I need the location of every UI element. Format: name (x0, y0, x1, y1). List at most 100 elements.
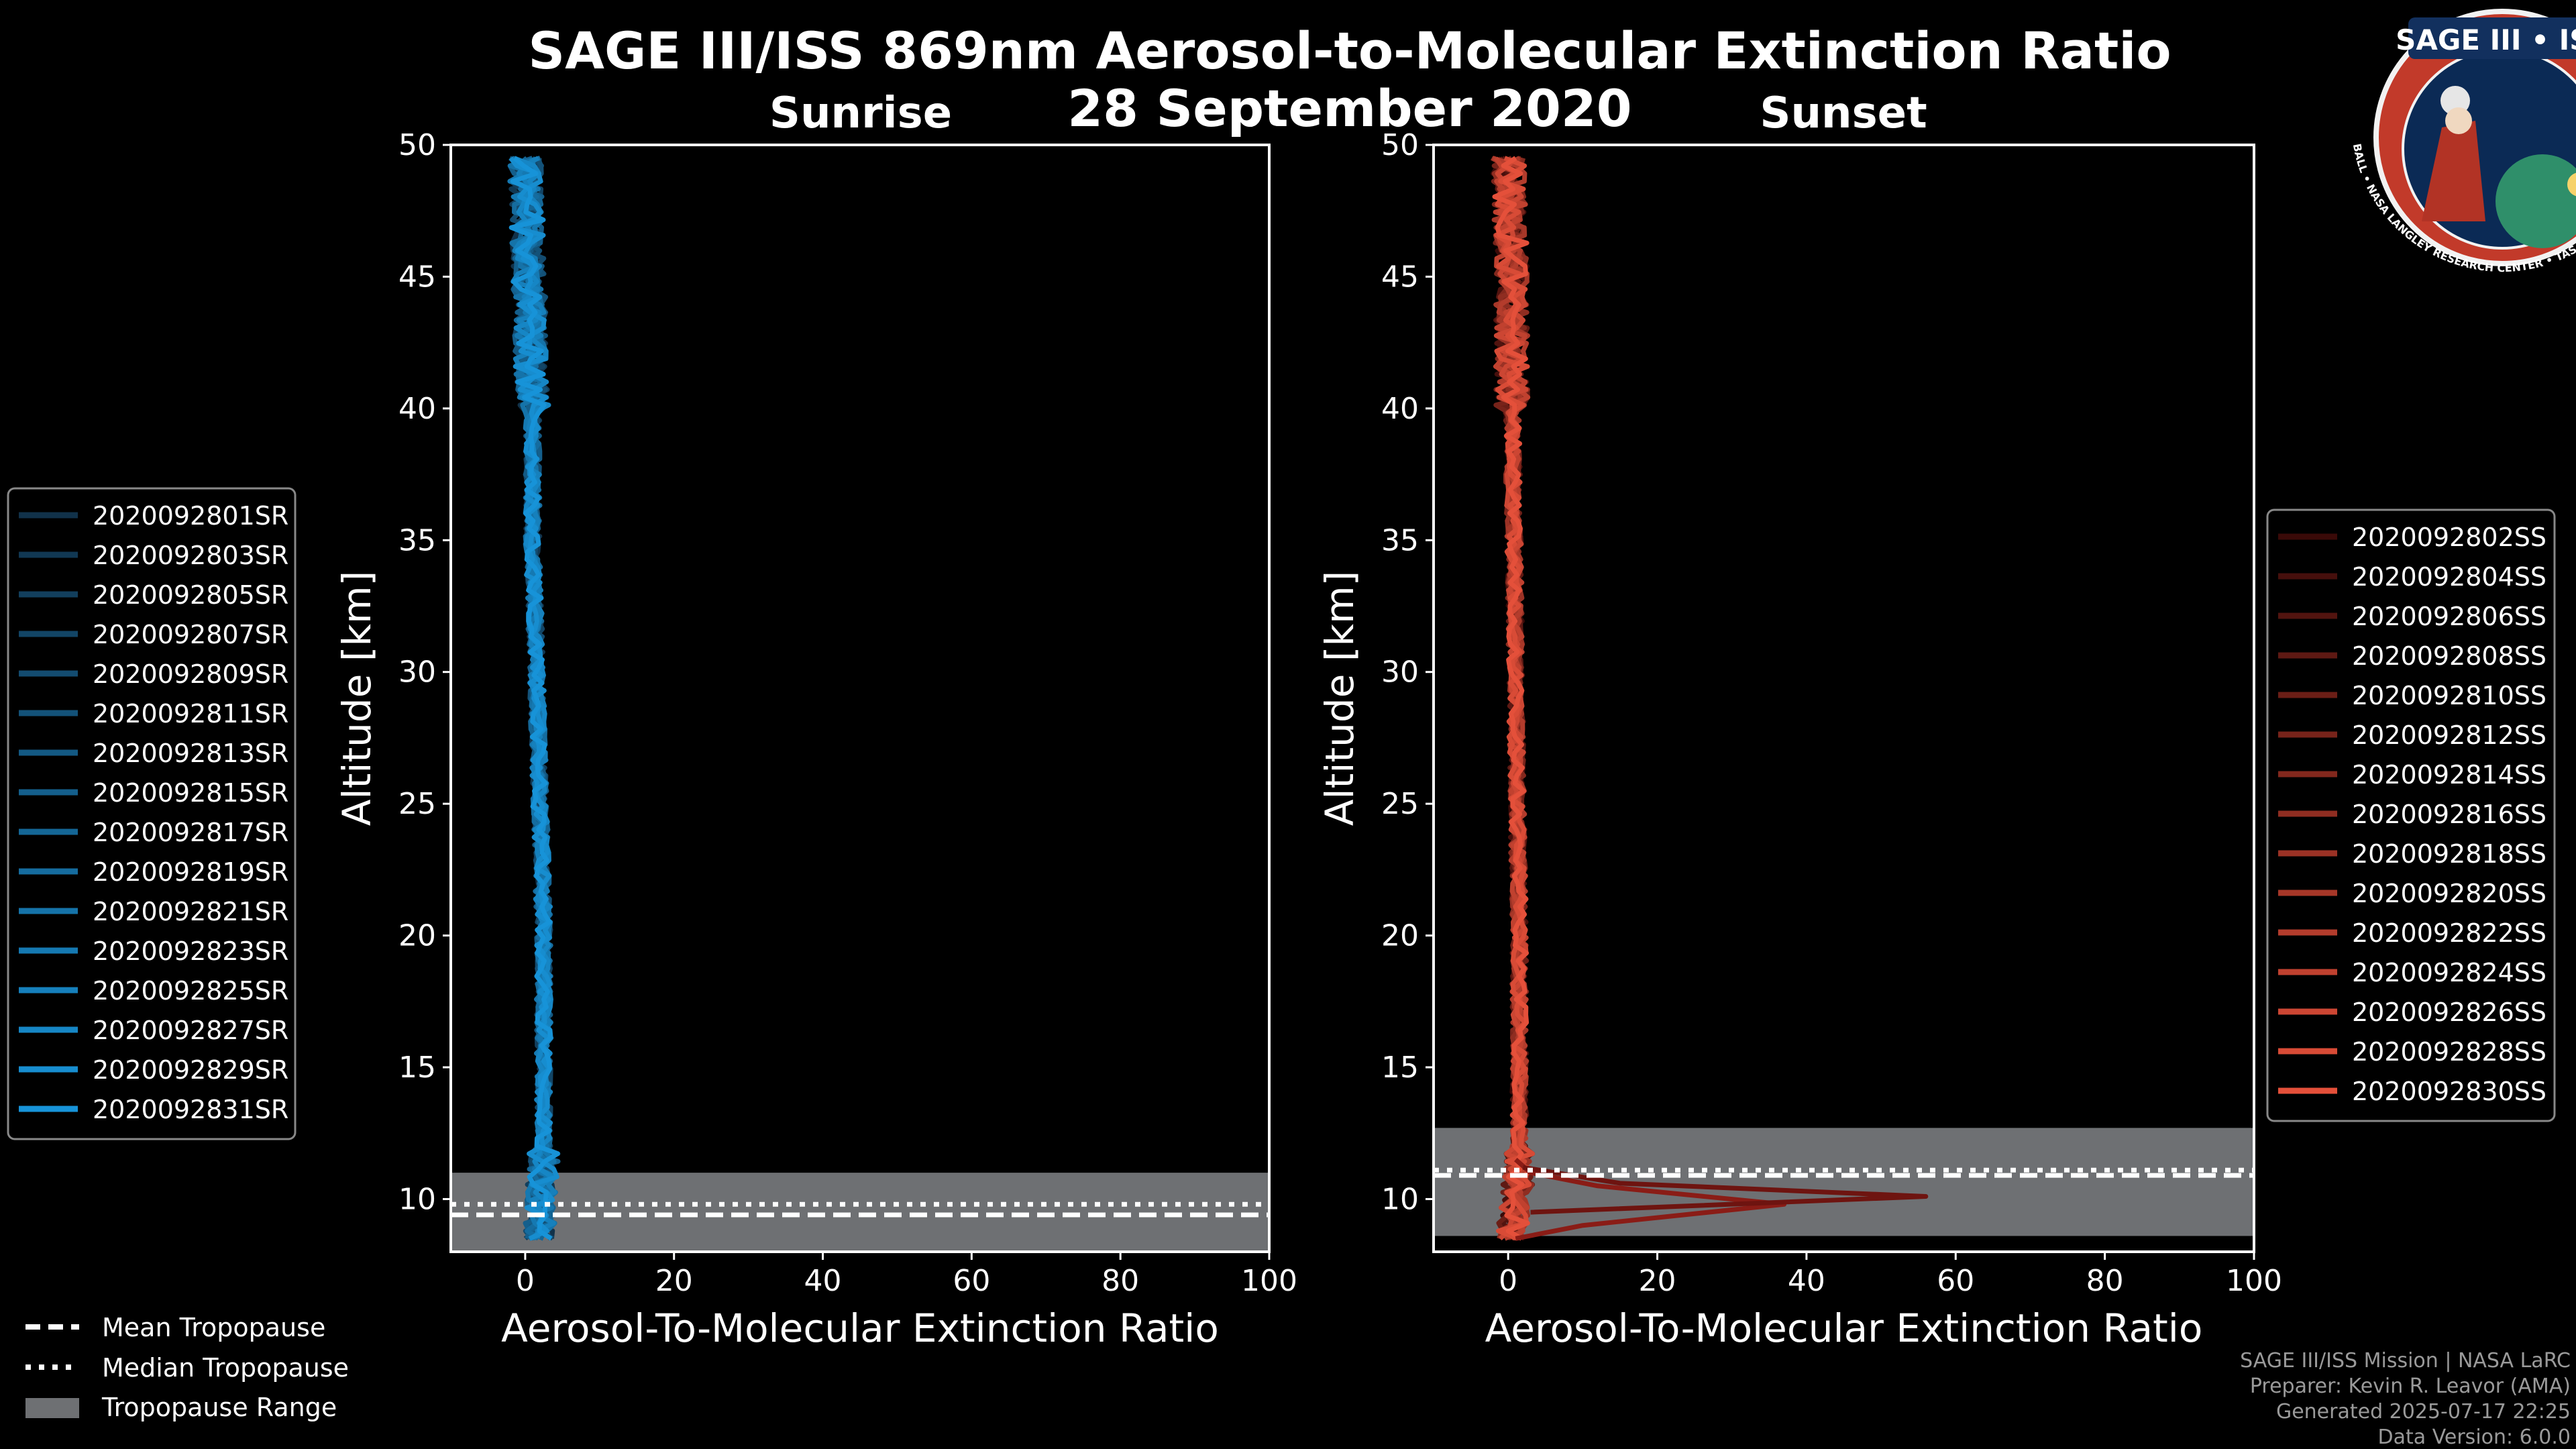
legend-label: 2020092802SS (2352, 523, 2546, 552)
mean-tropopause-label: Mean Tropopause (102, 1313, 325, 1342)
legend-label: 2020092805SR (93, 580, 288, 610)
tropopause-range-label: Tropopause Range (101, 1393, 337, 1422)
badge-name-band (2408, 17, 2576, 59)
y-tick-label: 25 (398, 787, 436, 821)
legend-label: 2020092829SR (93, 1055, 288, 1085)
footer-line-2: Preparer: Kevin R. Leavor (AMA) (2250, 1375, 2571, 1398)
footer-line-3: Generated 2025-07-17 22:25 (2276, 1400, 2571, 1424)
legend-label: 2020092804SS (2352, 562, 2546, 592)
sunset-legend: 2020092802SS 2020092804SS 2020092806SS 2020… (2266, 508, 2556, 1122)
footer-line-4: Data Version: 6.0.0 (2378, 1426, 2571, 1449)
y-tick-label: 25 (1381, 787, 1419, 821)
legend-label: 2020092830SS (2352, 1077, 2546, 1106)
legend-label: 2020092824SS (2352, 958, 2546, 987)
legend-box (7, 487, 297, 1140)
y-tick-label: 40 (1381, 392, 1419, 426)
y-tick-label: 50 (1381, 128, 1419, 162)
legend-box (2266, 508, 2556, 1122)
profile-line (1492, 156, 1530, 1241)
y-tick-label: 20 (1381, 919, 1419, 953)
tropopause-range (451, 1173, 1269, 1252)
sunset-axes: 0 20 40 60 80 100 10 15 20 25 30 35 40 45 50 Aerosol-To… (1317, 128, 2282, 1351)
legend-label: 2020092819SR (93, 857, 288, 887)
median-tropopause-label: Median Tropopause (102, 1353, 349, 1383)
legend-label: 2020092803SR (93, 541, 288, 570)
x-tick-label: 100 (2226, 1264, 2282, 1298)
legend-label: 2020092808SS (2352, 641, 2546, 671)
y-tick-label: 50 (398, 128, 436, 162)
legend-label: 2020092822SS (2352, 918, 2546, 948)
y-tick-label: 45 (1381, 260, 1419, 294)
axes-frame (449, 144, 1271, 1253)
x-tick-label: 40 (1788, 1264, 1825, 1298)
legend-label: 2020092823SR (93, 936, 288, 966)
profiles (1491, 156, 1929, 1241)
x-tick-label: 80 (1102, 1264, 1139, 1298)
y-tick-label: 35 (1381, 523, 1419, 557)
figure-title: SAGE III/ISS 869nm Aerosol-to-Molecular … (528, 21, 2171, 80)
y-tick-label: 15 (398, 1051, 436, 1085)
x-tick-label: 80 (2086, 1264, 2124, 1298)
figure-date: 28 September 2020 (1067, 78, 1631, 138)
x-tick-label: 60 (1937, 1264, 1974, 1298)
legend-label: 2020092825SR (93, 976, 288, 1006)
mission-badge: SAGE III • ISS BALL • NASA LANGLEY RESEA… (2351, 9, 2576, 274)
legend-label: 2020092809SR (93, 659, 288, 689)
y-tick-label: 45 (398, 260, 436, 294)
y-axis-label: Altitude [km] (1317, 571, 1362, 826)
badge-figure-head (2445, 107, 2472, 134)
legend-label: 2020092828SS (2352, 1037, 2546, 1067)
legend-label: 2020092814SS (2352, 760, 2546, 790)
y-axis-label: Altitude [km] (334, 571, 380, 826)
x-axis-label: Aerosol-To-Molecular Extinction Ratio (1485, 1305, 2203, 1351)
x-tick-label: 0 (1499, 1264, 1517, 1298)
x-axis-label: Aerosol-To-Molecular Extinction Ratio (501, 1305, 1219, 1351)
badge-figure (2422, 121, 2485, 221)
y-tick-label: 30 (398, 655, 436, 690)
profiles (507, 156, 561, 1241)
legend-label: 2020092812SS (2352, 720, 2546, 750)
legend-label: 2020092807SR (93, 620, 288, 649)
legend-label: 2020092806SS (2352, 602, 2546, 631)
legend-label: 2020092810SS (2352, 681, 2546, 710)
y-tick-label: 35 (398, 523, 436, 557)
footer-line-1: SAGE III/ISS Mission | NASA LaRC (2240, 1349, 2571, 1373)
badge-name: SAGE III • ISS (2396, 23, 2576, 56)
badge-sun (2567, 172, 2576, 197)
tropopause-range (1434, 1128, 2254, 1236)
y-tick-label: 10 (398, 1182, 436, 1216)
legend-label: 2020092826SS (2352, 998, 2546, 1027)
x-tick-label: 20 (1639, 1264, 1676, 1298)
axes-frame (1432, 144, 2255, 1253)
legend-label: 2020092801SR (93, 501, 288, 531)
legend-label: 2020092827SR (93, 1016, 288, 1045)
y-tick-label: 40 (398, 392, 436, 426)
sunrise-axes: 0 20 40 60 80 100 10 15 20 25 30 35 40 45 50 Aerosol-To… (334, 128, 1297, 1351)
legend-label: 2020092818SS (2352, 839, 2546, 869)
y-tick-label: 15 (1381, 1051, 1419, 1085)
footer: SAGE III/ISS Mission | NASA LaRC Prepare… (2240, 1349, 2571, 1449)
x-tick-label: 40 (804, 1264, 842, 1298)
sunrise-legend: 2020092801SR 2020092803SR 2020092805SR 2020… (7, 487, 297, 1140)
x-tick-label: 60 (953, 1264, 990, 1298)
y-tick-label: 30 (1381, 655, 1419, 690)
tropopause-legend: Mean Tropopause Median Tropopause Tropop… (25, 1313, 349, 1422)
tropopause-range-swatch (25, 1398, 79, 1418)
subplot-title-sunrise: Sunrise (769, 89, 952, 138)
profile-line (508, 156, 560, 1241)
legend-label: 2020092816SS (2352, 800, 2546, 829)
legend-label: 2020092811SR (93, 699, 288, 729)
legend-label: 2020092831SR (93, 1095, 288, 1124)
y-tick-label: 20 (398, 919, 436, 953)
legend-label: 2020092815SR (93, 778, 288, 808)
badge-earth (2496, 154, 2576, 248)
x-tick-label: 0 (516, 1264, 535, 1298)
legend-label: 2020092821SR (93, 897, 288, 926)
profile-line (1494, 156, 1536, 1241)
x-tick-label: 100 (1241, 1264, 1297, 1298)
legend-label: 2020092813SR (93, 739, 288, 768)
subplot-title-sunset: Sunset (1760, 89, 1927, 138)
x-tick-label: 20 (655, 1264, 693, 1298)
legend-label: 2020092817SR (93, 818, 288, 847)
